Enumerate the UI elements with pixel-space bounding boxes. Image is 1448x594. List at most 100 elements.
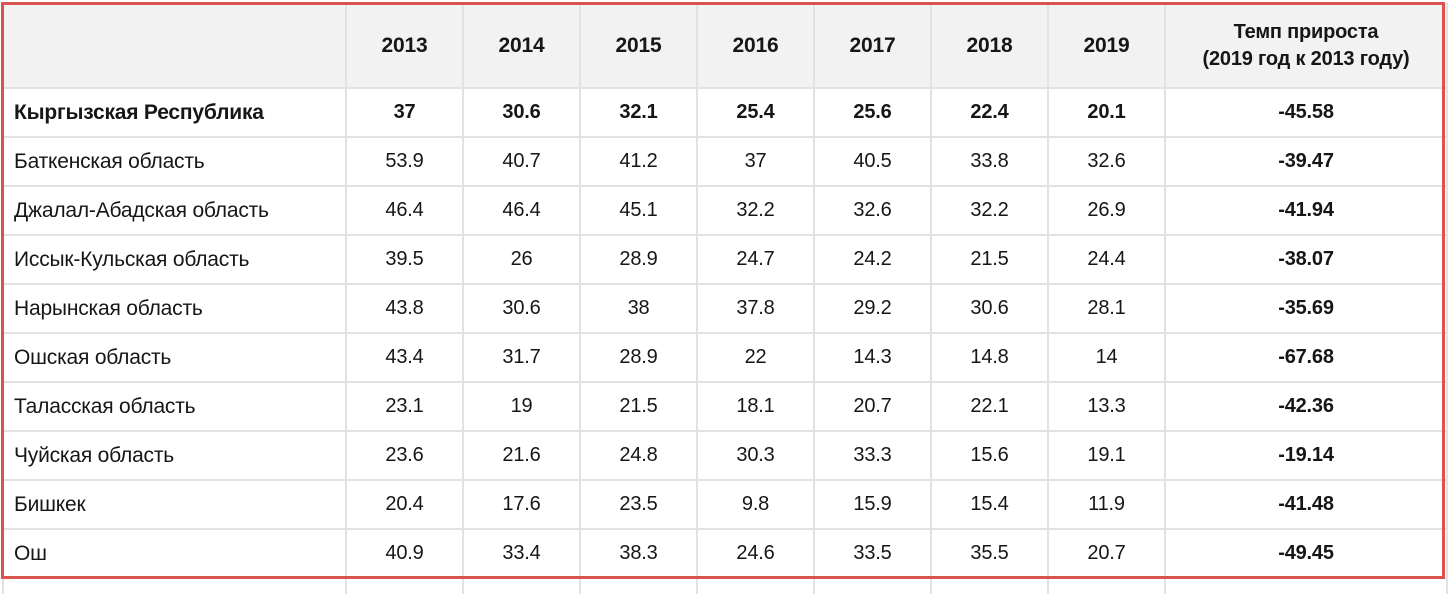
value-cell: 33.4 (462, 528, 581, 579)
value-cell: 25.4 (696, 87, 815, 138)
growth-rate-cell: -39.47 (1164, 136, 1448, 187)
value-cell: 39.5 (345, 234, 464, 285)
value-cell: 46.4 (462, 185, 581, 236)
growth-rate-cell: -41.94 (1164, 185, 1448, 236)
value-cell: 38.3 (579, 528, 698, 579)
value-cell: 31.7 (462, 332, 581, 383)
growth-rate-cell: -41.48 (1164, 479, 1448, 530)
header-cell-empty (2, 3, 347, 89)
value-cell: 9.8 (696, 479, 815, 530)
table-row: Иссык-Кульская область 39.5 26 28.9 24.7 24.2… (2, 234, 1448, 285)
regions-data-table: 2013 2014 2015 2016 2017 2018 2019 Темп … (2, 3, 1448, 594)
partial-cell (462, 577, 581, 594)
value-cell: 24.6 (696, 528, 815, 579)
value-cell: 21.6 (462, 430, 581, 481)
value-cell: 15.9 (813, 479, 932, 530)
value-cell: 21.5 (930, 234, 1049, 285)
value-cell: 22.4 (930, 87, 1049, 138)
region-label: Ошская область (2, 332, 347, 383)
header-row: 2013 2014 2015 2016 2017 2018 2019 Темп … (2, 3, 1448, 89)
header-cell-2017: 2017 (813, 3, 932, 89)
value-cell: 20.7 (813, 381, 932, 432)
value-cell: 32.2 (930, 185, 1049, 236)
growth-rate-cell: -35.69 (1164, 283, 1448, 334)
header-cell-2018: 2018 (930, 3, 1049, 89)
partial-cell (345, 577, 464, 594)
growth-rate-cell: -67.68 (1164, 332, 1448, 383)
value-cell: 53.9 (345, 136, 464, 187)
region-label: Ош (2, 528, 347, 579)
value-cell: 28.9 (579, 234, 698, 285)
value-cell: 37.8 (696, 283, 815, 334)
partial-cell (696, 577, 815, 594)
header-cell-2014: 2014 (462, 3, 581, 89)
value-cell: 22.1 (930, 381, 1049, 432)
value-cell: 43.8 (345, 283, 464, 334)
partial-cutoff-row (2, 577, 1448, 594)
value-cell: 11.9 (1047, 479, 1166, 530)
value-cell: 29.2 (813, 283, 932, 334)
table-row: Джалал-Абадская область 46.4 46.4 45.1 32.2 3… (2, 185, 1448, 236)
region-label: Нарынская область (2, 283, 347, 334)
value-cell: 24.2 (813, 234, 932, 285)
region-label: Иссык-Кульская область (2, 234, 347, 285)
region-label: Чуйская область (2, 430, 347, 481)
value-cell: 15.4 (930, 479, 1049, 530)
value-cell: 14.8 (930, 332, 1049, 383)
partial-cell (930, 577, 1049, 594)
header-cell-growth-rate: Темп прироста (2019 год к 2013 году) (1164, 3, 1448, 89)
value-cell: 37 (696, 136, 815, 187)
value-cell: 30.6 (462, 283, 581, 334)
value-cell: 20.4 (345, 479, 464, 530)
growth-rate-cell: -19.14 (1164, 430, 1448, 481)
value-cell: 46.4 (345, 185, 464, 236)
value-cell: 32.2 (696, 185, 815, 236)
value-cell: 23.6 (345, 430, 464, 481)
table-row: Бишкек 20.4 17.6 23.5 9.8 15.9 15.4 11.9 -41.48 (2, 479, 1448, 530)
value-cell: 19.1 (1047, 430, 1166, 481)
value-cell: 17.6 (462, 479, 581, 530)
value-cell: 23.1 (345, 381, 464, 432)
value-cell: 33.3 (813, 430, 932, 481)
header-cell-2016: 2016 (696, 3, 815, 89)
partial-cell (1047, 577, 1166, 594)
partial-cell (579, 577, 698, 594)
value-cell: 18.1 (696, 381, 815, 432)
header-cell-2019: 2019 (1047, 3, 1166, 89)
value-cell: 33.8 (930, 136, 1049, 187)
value-cell: 40.9 (345, 528, 464, 579)
table-row: Нарынская область 43.8 30.6 38 37.8 29.2 30.6 2… (2, 283, 1448, 334)
region-label: Бишкек (2, 479, 347, 530)
value-cell: 32.6 (813, 185, 932, 236)
value-cell: 24.7 (696, 234, 815, 285)
header-cell-2013: 2013 (345, 3, 464, 89)
value-cell: 28.9 (579, 332, 698, 383)
table-row: Кыргызская Республика 37 30.6 32.1 25.4 25.6 2… (2, 87, 1448, 138)
table-row: Баткенская область 53.9 40.7 41.2 37 40.5 33.8… (2, 136, 1448, 187)
table-row: Ошская область 43.4 31.7 28.9 22 14.3 14.8 14 -6… (2, 332, 1448, 383)
table-row: Чуйская область 23.6 21.6 24.8 30.3 33.3 15.6 1… (2, 430, 1448, 481)
partial-cell (813, 577, 932, 594)
value-cell: 19 (462, 381, 581, 432)
region-label: Джалал-Абадская область (2, 185, 347, 236)
value-cell: 38 (579, 283, 698, 334)
value-cell: 24.4 (1047, 234, 1166, 285)
growth-rate-cell: -49.45 (1164, 528, 1448, 579)
value-cell: 37 (345, 87, 464, 138)
header-cell-2015: 2015 (579, 3, 698, 89)
growth-rate-cell: -45.58 (1164, 87, 1448, 138)
value-cell: 13.3 (1047, 381, 1166, 432)
value-cell: 14 (1047, 332, 1166, 383)
value-cell: 15.6 (930, 430, 1049, 481)
value-cell: 33.5 (813, 528, 932, 579)
region-label: Таласская область (2, 381, 347, 432)
value-cell: 14.3 (813, 332, 932, 383)
table-row: Ош 40.9 33.4 38.3 24.6 33.5 35.5 20.7 -49.45 (2, 528, 1448, 579)
value-cell: 20.1 (1047, 87, 1166, 138)
region-label: Баткенская область (2, 136, 347, 187)
table-row: Таласская область 23.1 19 21.5 18.1 20.7 22.1 1… (2, 381, 1448, 432)
value-cell: 40.5 (813, 136, 932, 187)
value-cell: 25.6 (813, 87, 932, 138)
value-cell: 43.4 (345, 332, 464, 383)
